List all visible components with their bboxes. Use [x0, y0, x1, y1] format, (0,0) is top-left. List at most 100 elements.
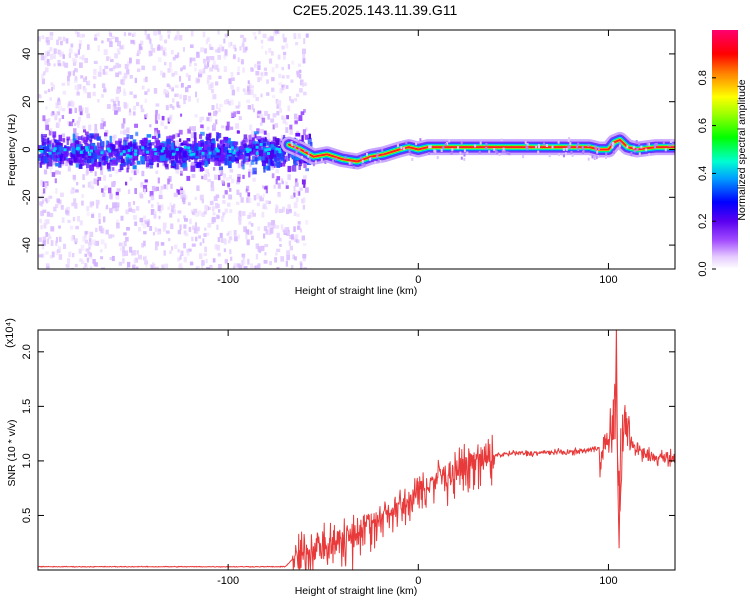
noise-pixel [168, 85, 171, 90]
ridge-core [288, 138, 675, 163]
band-pixel [206, 153, 211, 159]
noise-pixel [72, 119, 75, 123]
ridge-noise-pixel [669, 140, 672, 143]
band-pixel [47, 137, 50, 144]
band-pixel [164, 147, 169, 154]
noise-pixel [305, 127, 308, 132]
band-pixel [156, 156, 161, 162]
noise-pixel [55, 122, 60, 128]
ridge-noise-pixel [671, 138, 674, 142]
noise-pixel [283, 55, 286, 60]
noise-pixel [187, 128, 191, 134]
ridge-noise-pixel [654, 143, 657, 147]
noise-pixel [199, 116, 203, 123]
noise-pixel [153, 31, 158, 36]
noise-pixel [47, 88, 51, 93]
ridge-noise-pixel [479, 141, 482, 145]
noise-pixel [151, 185, 156, 191]
noise-pixel [49, 212, 54, 218]
ridge-noise-pixel [308, 158, 311, 162]
band-pixel [91, 145, 94, 150]
noise-pixel [172, 105, 175, 110]
band-pixel [274, 147, 277, 152]
band-pixel [132, 142, 138, 149]
noise-pixel [54, 113, 59, 117]
noise-pixel [55, 240, 58, 246]
noise-pixel [265, 200, 269, 204]
noise-pixel [195, 211, 199, 217]
noise-pixel [215, 81, 219, 86]
noise-pixel [47, 196, 51, 202]
noise-pixel [290, 195, 294, 199]
noise-pixel [163, 88, 167, 95]
band-pixel [266, 140, 270, 146]
band-pixel [72, 133, 76, 141]
noise-pixel [56, 99, 61, 105]
noise-pixel [261, 117, 266, 123]
noise-pixel [191, 243, 196, 247]
noise-pixel [111, 234, 115, 238]
noise-pixel [242, 254, 245, 260]
noise-pixel [47, 235, 52, 240]
noise-pixel [170, 50, 174, 55]
noise-pixel [94, 123, 98, 130]
ridge-noise-pixel [295, 142, 298, 146]
noise-pixel [260, 197, 264, 202]
ridge-noise-pixel [463, 157, 466, 161]
noise-pixel [271, 77, 275, 82]
noise-pixel [219, 232, 223, 238]
noise-pixel [133, 40, 136, 45]
noise-pixel [79, 40, 83, 46]
ridge-noise-pixel [564, 152, 567, 156]
noise-pixel [72, 61, 77, 66]
noise-pixel [119, 247, 123, 251]
noise-pixel [289, 209, 292, 214]
colorbar-gradient [712, 30, 738, 269]
noise-pixel [151, 48, 156, 53]
noise-pixel [59, 52, 62, 57]
noise-pixel [215, 49, 220, 53]
band-pixel [283, 134, 286, 138]
noise-pixel [143, 78, 147, 83]
noise-pixel [58, 225, 61, 229]
band-pixel [120, 158, 125, 164]
band-highlight-pixel [259, 143, 263, 146]
ridge-noise-pixel [576, 144, 579, 148]
noise-pixel [207, 222, 212, 228]
band-pixel [146, 160, 150, 168]
band-highlight-pixel [108, 149, 112, 153]
band-pixel [102, 141, 105, 148]
noise-pixel [264, 252, 267, 256]
noise-pixel [218, 44, 223, 51]
noise-pixel [55, 187, 58, 194]
band-pixel [274, 150, 277, 154]
noise-pixel [42, 240, 46, 246]
band-pixel [242, 163, 245, 170]
noise-pixel [44, 118, 49, 125]
noise-pixel [156, 46, 161, 51]
noise-pixel [185, 86, 189, 93]
noise-pixel [170, 68, 173, 73]
noise-pixel [254, 63, 257, 68]
noise-pixel [143, 231, 147, 235]
noise-pixel [229, 249, 232, 255]
ridge-noise-pixel [619, 141, 622, 145]
noise-pixel [163, 47, 167, 52]
band-pixel [280, 162, 286, 167]
noise-pixel [70, 43, 74, 48]
band-pixel [118, 138, 122, 144]
noise-pixel [250, 171, 254, 176]
noise-pixel [173, 37, 178, 41]
noise-pixel [133, 259, 136, 265]
noise-pixel [83, 78, 87, 83]
noise-pixel [169, 250, 172, 255]
noise-pixel [88, 246, 91, 250]
noise-pixel [52, 162, 56, 166]
noise-pixel [256, 202, 260, 207]
ridge-noise-pixel [503, 150, 506, 153]
noise-pixel [126, 227, 130, 231]
noise-pixel [240, 197, 244, 203]
noise-pixel [179, 75, 182, 82]
noise-pixel [247, 192, 251, 197]
noise-pixel [54, 114, 58, 121]
